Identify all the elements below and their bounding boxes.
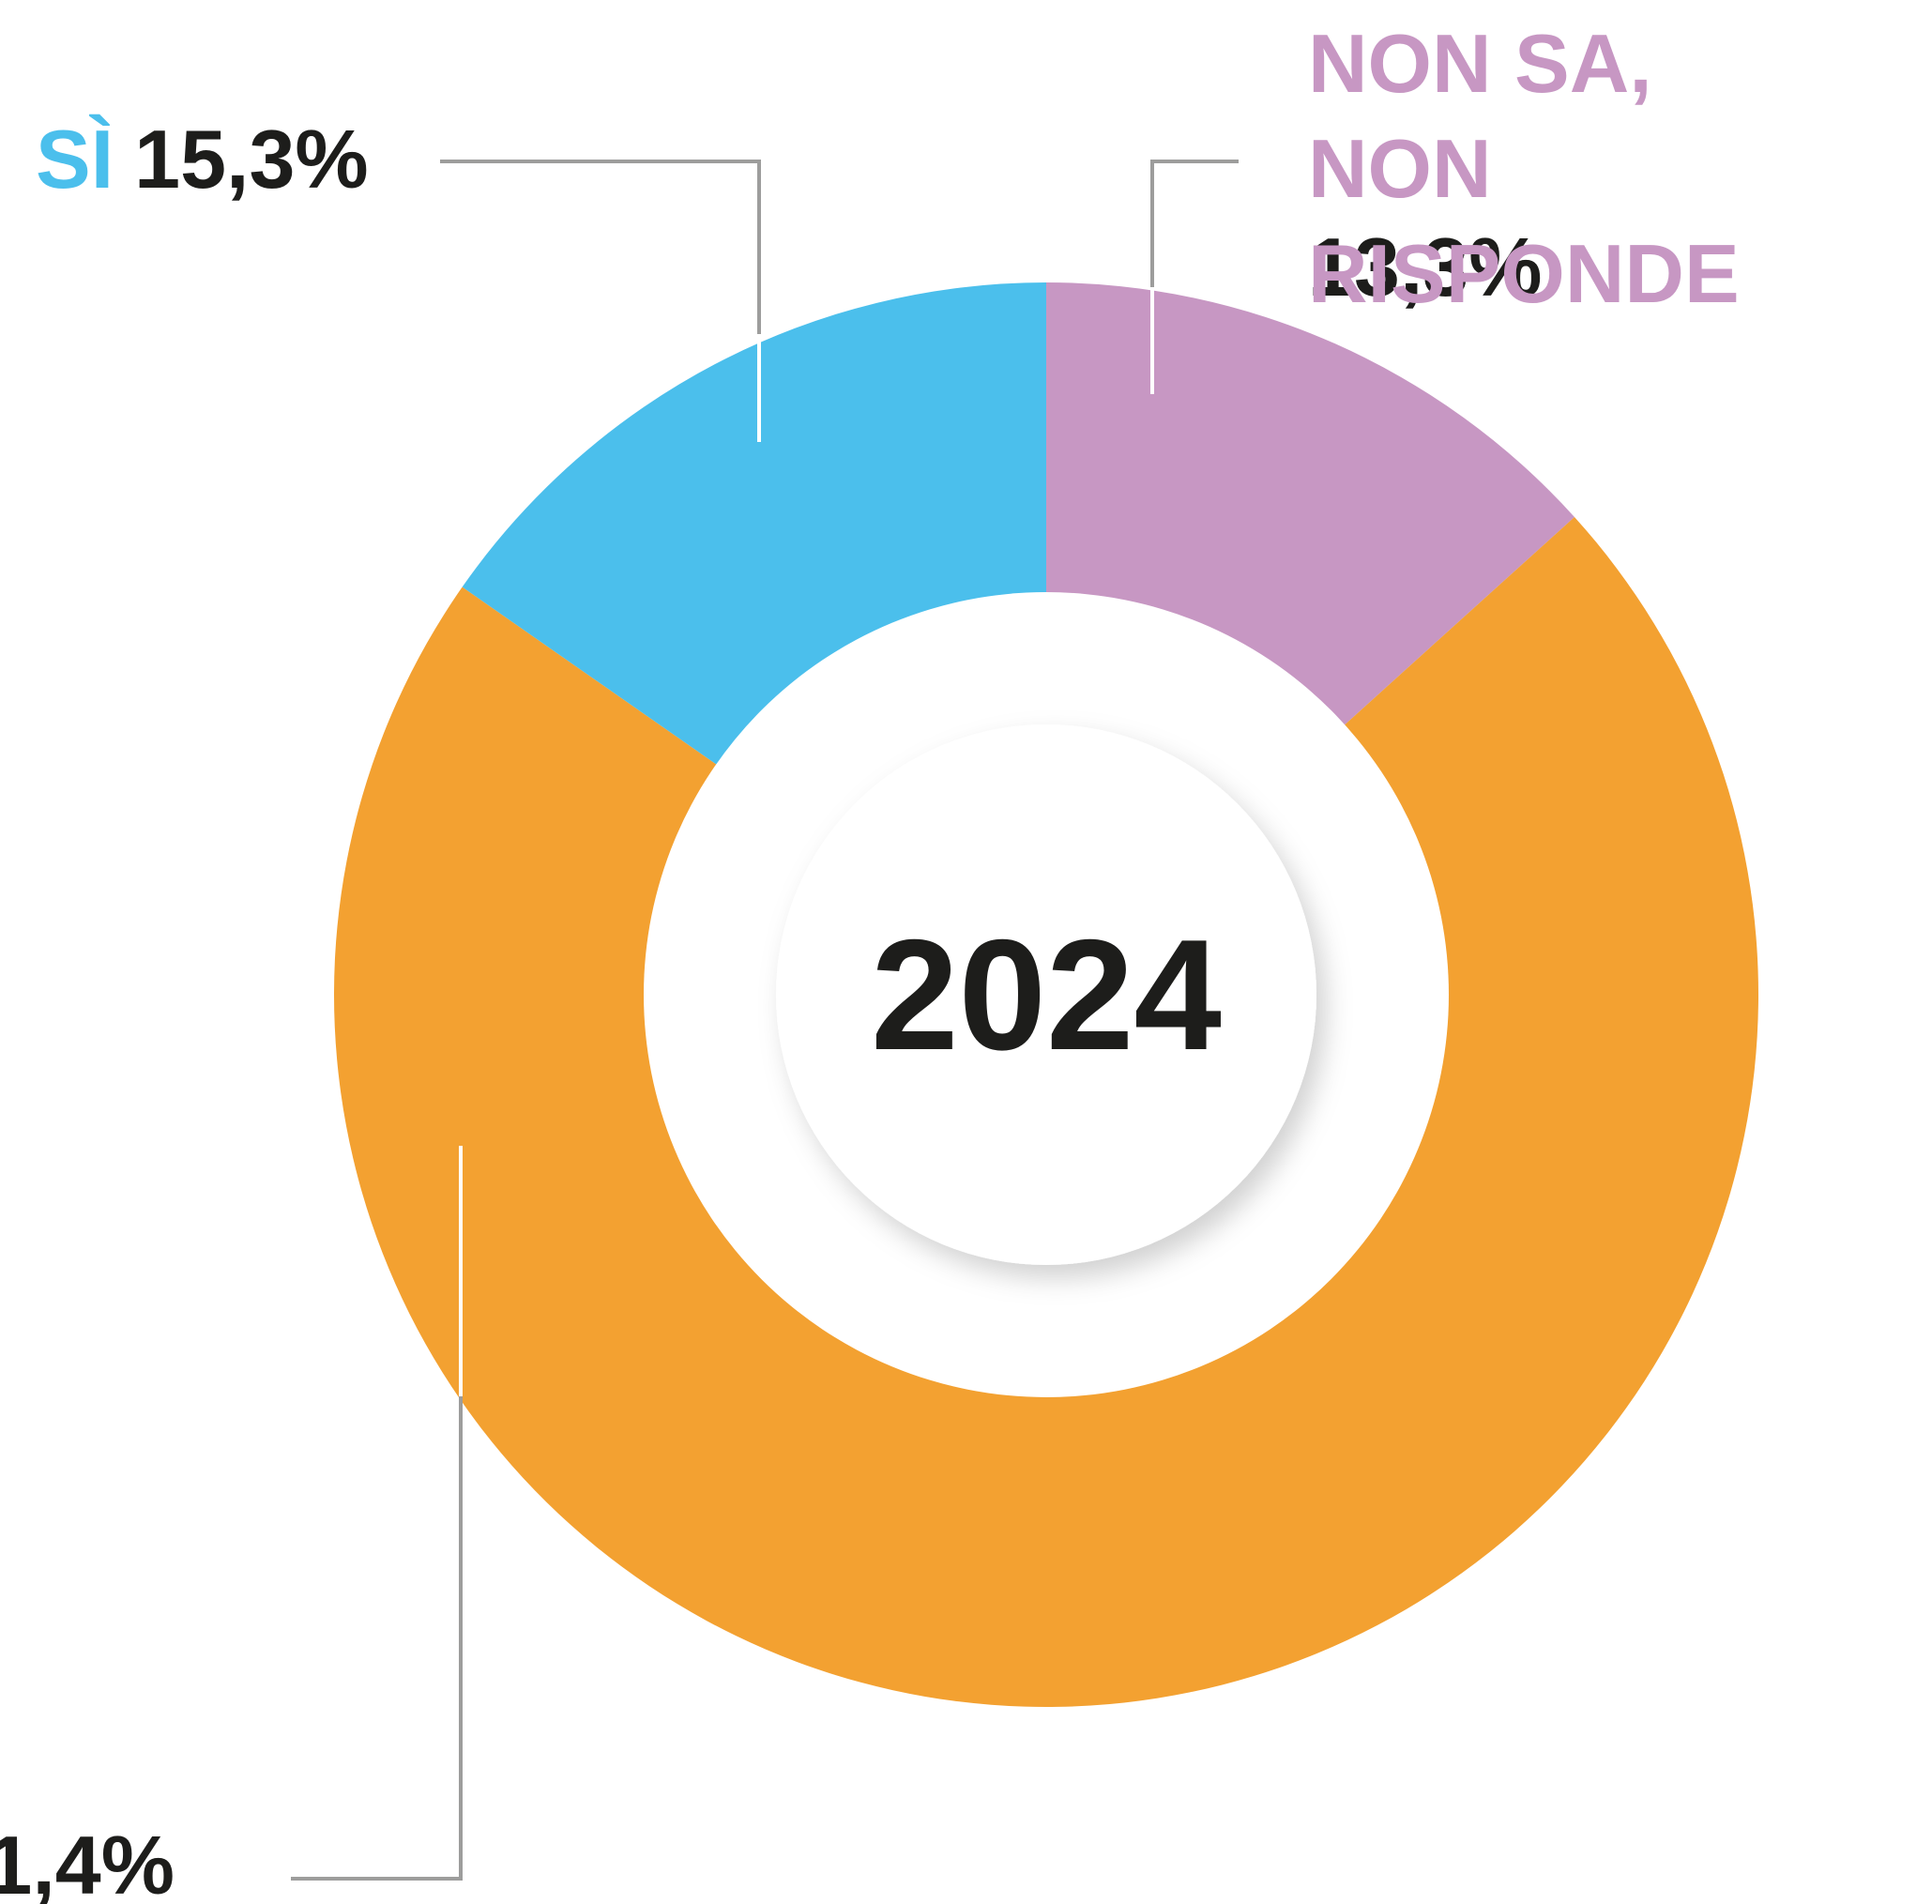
center-disc xyxy=(776,724,1316,1265)
value-label: 13,3% xyxy=(1308,221,1543,313)
label: SÌ 15,3% xyxy=(36,113,369,206)
value-label: 15,3% xyxy=(134,113,369,206)
leader-lines xyxy=(291,160,1239,1881)
value-label: 71,4% xyxy=(0,1819,175,1904)
chart-title: 2024 xyxy=(871,906,1222,1083)
category-label: NON SA, NON RISPONDE xyxy=(1308,17,1740,320)
category-label: SÌ xyxy=(36,113,114,206)
